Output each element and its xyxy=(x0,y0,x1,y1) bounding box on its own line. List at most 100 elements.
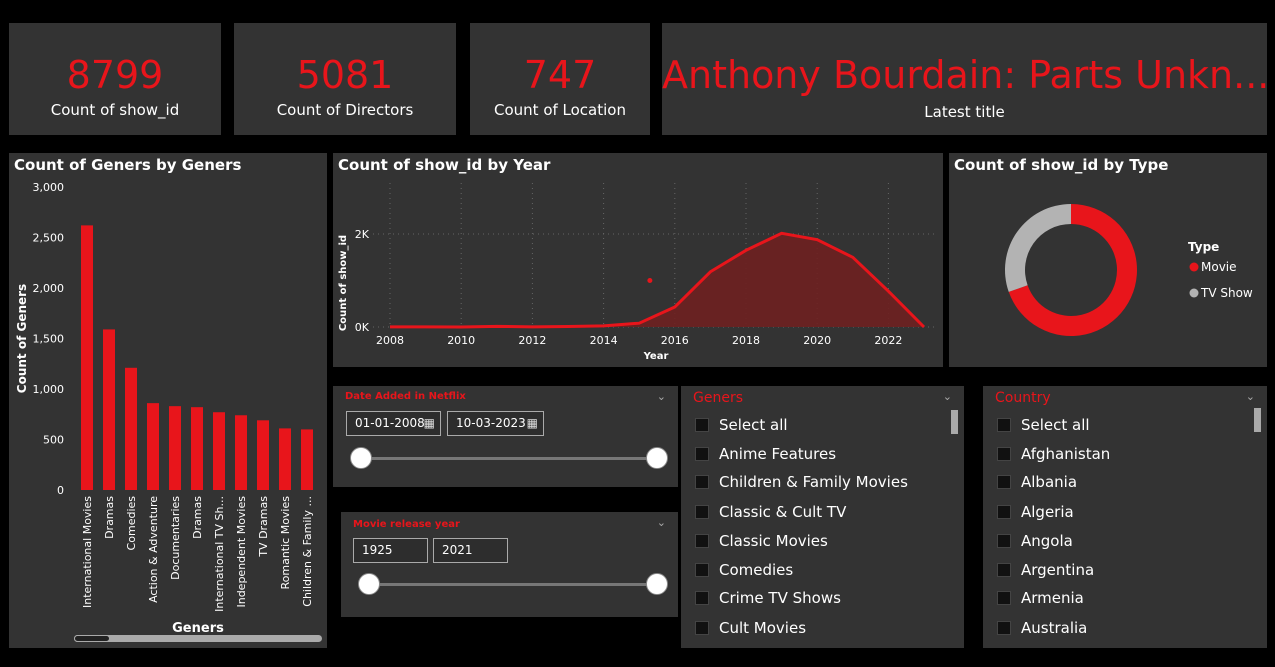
kpi-label: Latest title xyxy=(924,103,1005,121)
kpi-label: Count of Location xyxy=(494,101,626,119)
chevron-down-icon[interactable]: ⌄ xyxy=(656,516,666,529)
list-item-label: Cult Movies xyxy=(719,619,807,637)
list-item-label: Crime TV Shows xyxy=(719,589,841,607)
checkbox[interactable] xyxy=(695,563,709,577)
legend-label: Movie xyxy=(1201,260,1237,274)
vertical-scrollbar[interactable] xyxy=(1254,408,1261,432)
bar xyxy=(169,406,181,490)
list-item-label: Albania xyxy=(1021,473,1078,491)
horizontal-scrollbar[interactable] xyxy=(74,635,322,642)
legend-marker xyxy=(1189,288,1199,298)
y-tick-label: 1,000 xyxy=(33,383,65,396)
checkbox[interactable] xyxy=(695,621,709,635)
area-fill xyxy=(390,233,924,327)
x-tick-label: Children & Family ... xyxy=(301,496,314,607)
bar xyxy=(257,420,269,490)
list-item[interactable]: Afghanistan xyxy=(997,443,1110,465)
vertical-scrollbar[interactable] xyxy=(951,410,958,434)
legend-label: TV Show xyxy=(1200,286,1253,300)
checkbox[interactable] xyxy=(695,534,709,548)
year-area-chart: 2008 2010 2012 2014 2016 2018 2020 2022 2K 0K Coun… xyxy=(338,183,937,362)
range-slider-start-handle[interactable] xyxy=(350,447,372,469)
checkbox[interactable] xyxy=(997,534,1011,548)
kpi-card-location: 747 Count of Location xyxy=(470,23,650,135)
range-slider-end-handle[interactable] xyxy=(646,447,668,469)
range-slider-track[interactable] xyxy=(361,457,659,460)
checkbox[interactable] xyxy=(695,505,709,519)
list-item[interactable]: Algeria xyxy=(997,501,1074,523)
list-item[interactable]: Classic Movies xyxy=(695,530,828,552)
checkbox[interactable] xyxy=(695,591,709,605)
list-item[interactable]: Cult Movies xyxy=(695,617,806,639)
list-item[interactable]: Angola xyxy=(997,530,1073,552)
list-item[interactable]: Crime TV Shows xyxy=(695,587,841,609)
chart-title: Count of show_id by Year xyxy=(338,156,551,174)
list-item[interactable]: Argentina xyxy=(997,559,1094,581)
kpi-value: 8799 xyxy=(66,53,164,97)
start-year-value: 1925 xyxy=(362,543,393,557)
pie-slice xyxy=(1008,204,1137,336)
scrollbar-thumb[interactable] xyxy=(74,635,110,642)
bar xyxy=(81,225,93,490)
list-item[interactable]: Select all xyxy=(997,414,1090,436)
x-tick-label: Documentaries xyxy=(169,496,182,580)
x-tick-label: Dramas xyxy=(191,496,204,539)
kpi-label: Count of Directors xyxy=(276,101,414,119)
x-tick-label: 2020 xyxy=(803,334,831,347)
bar xyxy=(301,429,313,490)
list-item-label: Classic & Cult TV xyxy=(719,503,847,521)
series-line xyxy=(390,231,926,329)
list-item[interactable]: Classic & Cult TV xyxy=(695,501,846,523)
checkbox[interactable] xyxy=(997,418,1011,432)
x-axis-title: Year xyxy=(643,351,669,362)
range-slider-end-handle[interactable] xyxy=(646,573,668,595)
checkbox[interactable] xyxy=(695,475,709,489)
bar xyxy=(213,412,225,490)
list-item[interactable]: Australia xyxy=(997,617,1087,639)
x-tick-label: 2022 xyxy=(874,334,902,347)
list-item[interactable]: Anime Features xyxy=(695,443,836,465)
calendar-icon[interactable]: ▦ xyxy=(526,416,538,430)
pie-slice xyxy=(1004,204,1071,292)
start-date-input[interactable]: 01-01-2008 ▦ xyxy=(346,411,441,436)
x-tick-label: 2014 xyxy=(590,334,618,347)
list-item[interactable]: Children & Family Movies xyxy=(695,471,908,493)
y-tick-label: 2,000 xyxy=(33,282,65,295)
range-slider-start-handle[interactable] xyxy=(358,573,380,595)
checkbox[interactable] xyxy=(997,563,1011,577)
checkbox[interactable] xyxy=(695,447,709,461)
checkbox[interactable] xyxy=(997,505,1011,519)
chart-title: Count of Geners by Geners xyxy=(14,156,242,174)
list-item[interactable]: Armenia xyxy=(997,587,1084,609)
x-tick-label: International TV Sh... xyxy=(213,496,226,612)
bar xyxy=(103,329,115,490)
x-tick-label: 2016 xyxy=(661,334,689,347)
list-item[interactable]: Albania xyxy=(997,471,1077,493)
list-item[interactable]: Select all xyxy=(695,414,788,436)
start-year-input[interactable]: 1925 xyxy=(353,538,428,563)
end-date-input[interactable]: 10-03-2023 ▦ xyxy=(447,411,544,436)
checkbox[interactable] xyxy=(997,621,1011,635)
checkbox[interactable] xyxy=(997,447,1011,461)
calendar-icon[interactable]: ▦ xyxy=(423,416,435,430)
legend-marker xyxy=(1189,262,1199,272)
checkbox[interactable] xyxy=(997,475,1011,489)
release-year-slicer: Movie release year ⌄ 1925 2021 xyxy=(341,512,678,617)
range-slider-track[interactable] xyxy=(369,583,659,586)
slicer-title: Country xyxy=(995,390,1051,406)
list-item-label: Select all xyxy=(1021,416,1090,434)
chevron-down-icon[interactable]: ⌄ xyxy=(656,390,666,403)
checkbox[interactable] xyxy=(997,591,1011,605)
chevron-down-icon[interactable]: ⌄ xyxy=(1245,390,1255,403)
checkbox[interactable] xyxy=(695,418,709,432)
end-year-input[interactable]: 2021 xyxy=(433,538,508,563)
kpi-value: 747 xyxy=(523,53,597,97)
list-item[interactable]: Comedies xyxy=(695,559,793,581)
chevron-down-icon[interactable]: ⌄ xyxy=(942,390,952,403)
x-tick-label: TV Dramas xyxy=(257,496,270,558)
date-added-slicer: Date Added in Netflix ⌄ 01-01-2008 ▦ 10-… xyxy=(333,386,678,487)
bar xyxy=(147,403,159,490)
end-year-value: 2021 xyxy=(442,543,473,557)
x-tick-label: 2018 xyxy=(732,334,760,347)
list-item-label: Angola xyxy=(1021,532,1073,550)
